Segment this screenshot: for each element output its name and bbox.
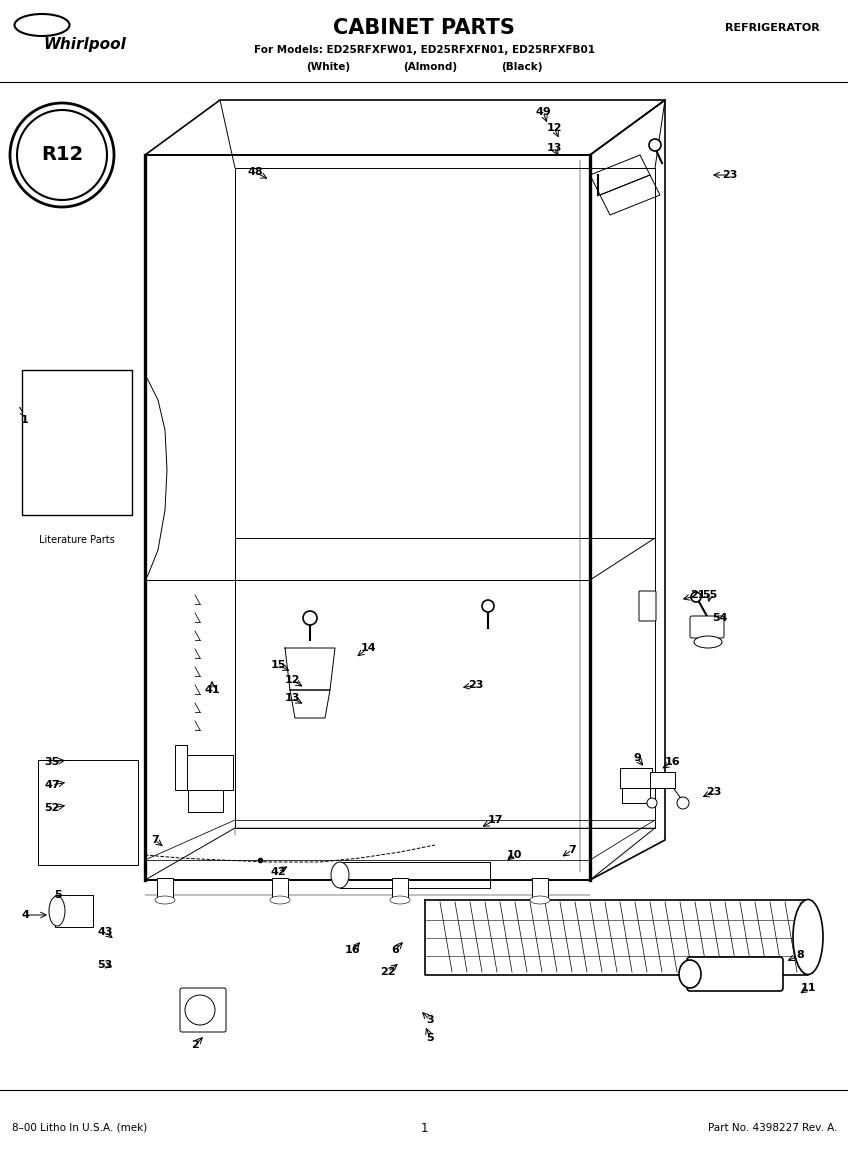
Text: 1: 1	[21, 415, 29, 425]
Ellipse shape	[793, 900, 823, 975]
Text: 11: 11	[801, 983, 816, 993]
Text: 23: 23	[468, 680, 483, 690]
Text: 22: 22	[380, 967, 396, 977]
Circle shape	[185, 994, 215, 1024]
Circle shape	[482, 599, 494, 612]
Text: 2: 2	[191, 1040, 199, 1050]
Text: 9: 9	[633, 753, 641, 763]
Text: 16: 16	[664, 757, 680, 767]
Text: REFRIGERATOR: REFRIGERATOR	[725, 23, 820, 33]
Text: 42: 42	[271, 867, 286, 877]
Circle shape	[677, 797, 689, 808]
Text: R12: R12	[41, 146, 83, 164]
Text: 3: 3	[427, 1015, 434, 1024]
Text: 7: 7	[568, 845, 576, 855]
Text: 12: 12	[546, 122, 561, 133]
FancyBboxPatch shape	[175, 745, 187, 790]
Circle shape	[647, 798, 657, 808]
Text: 13: 13	[546, 143, 561, 152]
FancyBboxPatch shape	[687, 957, 783, 991]
Text: 21: 21	[690, 590, 706, 599]
Text: 17: 17	[488, 815, 503, 825]
FancyBboxPatch shape	[622, 785, 650, 803]
Text: Literature Parts: Literature Parts	[39, 535, 114, 545]
Ellipse shape	[530, 896, 550, 904]
Text: 6: 6	[391, 945, 399, 955]
FancyBboxPatch shape	[272, 878, 288, 897]
FancyBboxPatch shape	[188, 790, 223, 812]
Text: 13: 13	[284, 693, 299, 703]
Text: 47: 47	[44, 780, 60, 790]
Text: 43: 43	[98, 927, 113, 937]
Text: 35: 35	[44, 757, 59, 767]
Text: 16: 16	[345, 945, 360, 955]
Text: 53: 53	[98, 960, 113, 970]
Text: Part No. 4398227 Rev. A.: Part No. 4398227 Rev. A.	[708, 1123, 838, 1133]
Text: 8–00 Litho In U.S.A. (mek): 8–00 Litho In U.S.A. (mek)	[12, 1123, 148, 1133]
FancyBboxPatch shape	[178, 755, 233, 790]
Text: 23: 23	[722, 170, 738, 180]
Ellipse shape	[270, 896, 290, 904]
Circle shape	[10, 103, 114, 207]
FancyBboxPatch shape	[650, 772, 675, 788]
Text: For Models: ED25RFXFW01, ED25RFXFN01, ED25RFXFB01: For Models: ED25RFXFW01, ED25RFXFN01, ED…	[254, 45, 594, 55]
FancyBboxPatch shape	[690, 616, 724, 638]
Text: (Almond): (Almond)	[403, 62, 457, 72]
FancyBboxPatch shape	[180, 988, 226, 1033]
Text: 41: 41	[204, 685, 220, 695]
Circle shape	[691, 593, 701, 602]
FancyBboxPatch shape	[532, 878, 548, 897]
Text: 7: 7	[151, 835, 159, 845]
Ellipse shape	[694, 636, 722, 648]
Text: 5: 5	[54, 891, 62, 900]
Ellipse shape	[155, 896, 175, 904]
Text: 4: 4	[21, 910, 29, 921]
Text: 54: 54	[712, 613, 728, 623]
FancyBboxPatch shape	[55, 895, 93, 927]
Text: 1: 1	[421, 1122, 427, 1134]
FancyBboxPatch shape	[38, 760, 138, 865]
Text: 10: 10	[506, 850, 522, 860]
Text: 49: 49	[535, 107, 551, 117]
Circle shape	[303, 611, 317, 625]
Ellipse shape	[49, 896, 65, 926]
Text: CABINET PARTS: CABINET PARTS	[333, 18, 515, 38]
FancyBboxPatch shape	[639, 591, 656, 621]
Text: 48: 48	[247, 167, 263, 177]
Circle shape	[649, 139, 661, 151]
Text: 52: 52	[44, 803, 59, 813]
Text: (White): (White)	[306, 62, 350, 72]
Text: 14: 14	[360, 643, 376, 653]
FancyBboxPatch shape	[620, 768, 652, 788]
Text: 5: 5	[427, 1033, 434, 1043]
FancyBboxPatch shape	[22, 370, 132, 515]
Text: (Black): (Black)	[501, 62, 543, 72]
Text: 15: 15	[271, 660, 286, 670]
Ellipse shape	[390, 896, 410, 904]
Text: 23: 23	[706, 787, 722, 797]
Text: 12: 12	[284, 675, 299, 685]
FancyBboxPatch shape	[392, 878, 408, 897]
Ellipse shape	[679, 960, 701, 988]
FancyBboxPatch shape	[157, 878, 173, 897]
Text: Whirlpool: Whirlpool	[43, 37, 126, 52]
Text: 8: 8	[796, 951, 804, 960]
Ellipse shape	[331, 862, 349, 888]
Text: 55: 55	[702, 590, 717, 599]
